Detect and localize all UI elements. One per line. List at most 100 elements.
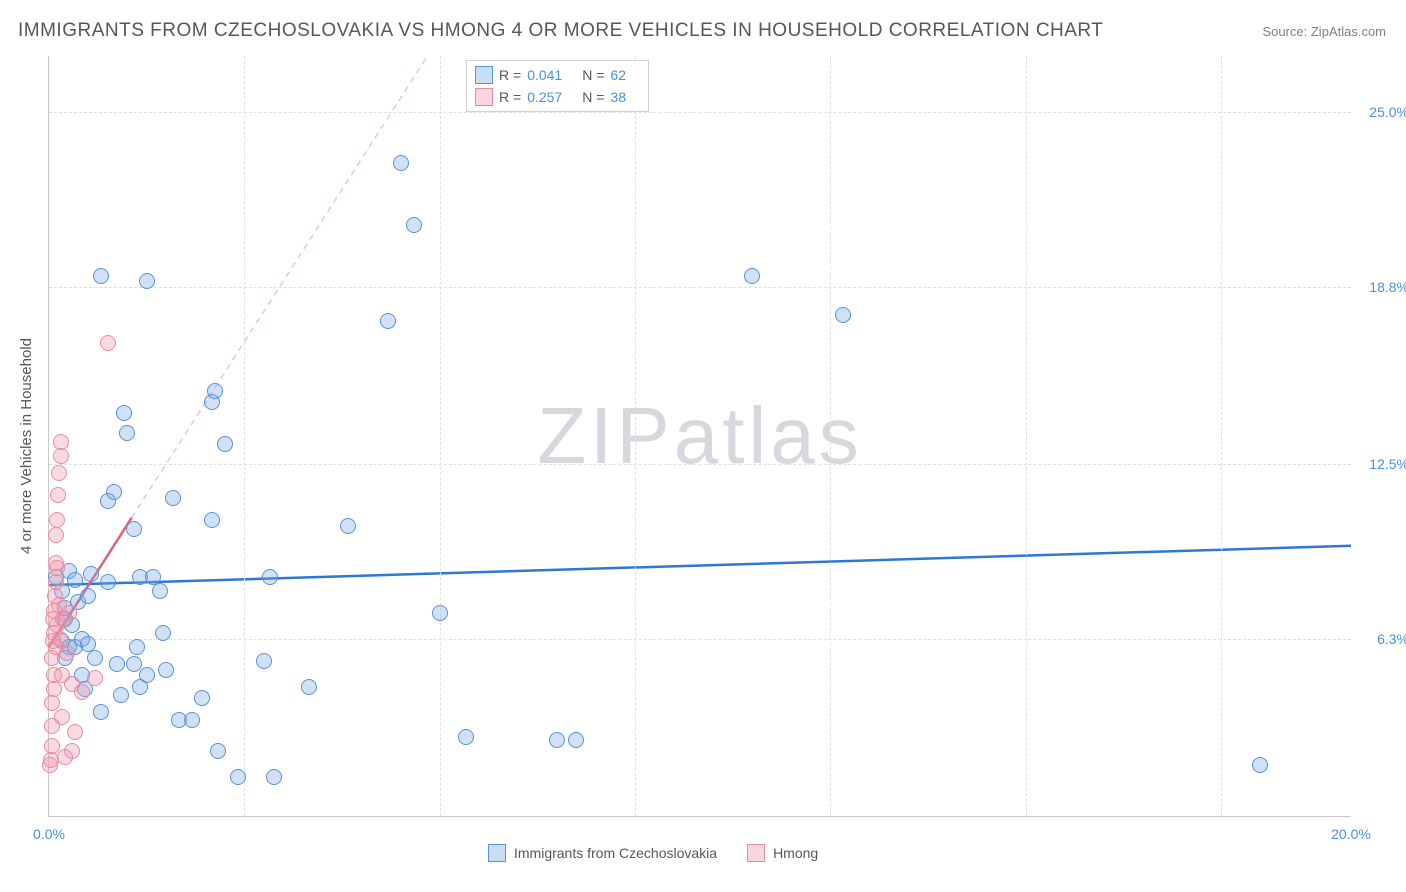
legend-row-pink: R = 0.257 N = 38 [475,86,640,108]
y-tick-label: 6.3% [1377,631,1406,647]
gridline-v [635,56,636,816]
data-point [152,583,168,599]
legend-label-pink: Hmong [773,845,818,861]
data-point [87,670,103,686]
data-point [165,490,181,506]
r-value-pink: 0.257 [527,89,562,105]
data-point [116,405,132,421]
n-label: N = [582,89,604,105]
data-point [393,155,409,171]
data-point [262,569,278,585]
swatch-pink [747,844,765,862]
legend-item-blue: Immigrants from Czechoslovakia [488,844,717,862]
data-point [109,656,125,672]
data-point [549,732,565,748]
data-point [340,518,356,534]
data-point [126,521,142,537]
data-point [93,704,109,720]
data-point [119,425,135,441]
data-point [129,639,145,655]
data-point [139,667,155,683]
r-value-blue: 0.041 [527,67,562,83]
chart-title: IMMIGRANTS FROM CZECHOSLOVAKIA VS HMONG … [18,20,1103,42]
x-tick-label: 0.0% [33,826,65,842]
data-point [100,335,116,351]
data-point [432,605,448,621]
watermark-zip: ZIP [537,391,673,480]
data-point [50,487,66,503]
gridline-v [440,56,441,816]
legend-label-blue: Immigrants from Czechoslovakia [514,845,717,861]
data-point [184,712,200,728]
data-point [301,679,317,695]
watermark-atlas: atlas [674,391,863,480]
data-point [49,560,65,576]
data-point [158,662,174,678]
data-point [61,605,77,621]
data-point [53,448,69,464]
data-point [67,724,83,740]
chart-plot-area: ZIPatlas 6.3%12.5%18.8%25.0%0.0%20.0% [48,56,1351,817]
data-point [207,383,223,399]
y-axis-title: 4 or more Vehicles in Household [18,338,35,554]
gridline-v [1221,56,1222,816]
data-point [210,743,226,759]
data-point [48,527,64,543]
y-tick-label: 12.5% [1369,456,1406,472]
legend-row-blue: R = 0.041 N = 62 [475,64,640,86]
data-point [256,653,272,669]
legend-item-pink: Hmong [747,844,818,862]
data-point [568,732,584,748]
x-tick-label: 20.0% [1331,826,1371,842]
series-legend: Immigrants from Czechoslovakia Hmong [488,844,818,862]
n-value-pink: 38 [610,89,626,105]
r-label: R = [499,67,521,83]
data-point [46,681,62,697]
data-point [204,512,220,528]
data-point [106,484,122,500]
data-point [93,268,109,284]
data-point [406,217,422,233]
y-tick-label: 25.0% [1369,104,1406,120]
data-point [835,307,851,323]
source-label: Source: ZipAtlas.com [1262,24,1386,39]
watermark: ZIPatlas [537,390,862,482]
gridline-v [244,56,245,816]
data-point [49,512,65,528]
data-point [44,738,60,754]
data-point [87,650,103,666]
y-tick-label: 18.8% [1369,279,1406,295]
data-point [59,645,75,661]
data-point [1252,757,1268,773]
data-point [51,465,67,481]
data-point [139,273,155,289]
data-point [54,709,70,725]
correlation-legend: R = 0.041 N = 62 R = 0.257 N = 38 [466,60,649,112]
data-point [194,690,210,706]
data-point [744,268,760,284]
data-point [155,625,171,641]
data-point [100,574,116,590]
data-point [113,687,129,703]
swatch-blue [488,844,506,862]
data-point [266,769,282,785]
data-point [458,729,474,745]
data-point [83,566,99,582]
data-point [230,769,246,785]
data-point [48,574,64,590]
data-point [80,588,96,604]
data-point [53,434,69,450]
data-point [64,743,80,759]
swatch-blue [475,66,493,84]
data-point [380,313,396,329]
data-point [44,695,60,711]
swatch-pink [475,88,493,106]
gridline-v [830,56,831,816]
n-label: N = [582,67,604,83]
data-point [67,572,83,588]
data-point [217,436,233,452]
data-point [74,684,90,700]
n-value-blue: 62 [610,67,626,83]
r-label: R = [499,89,521,105]
gridline-v [1026,56,1027,816]
